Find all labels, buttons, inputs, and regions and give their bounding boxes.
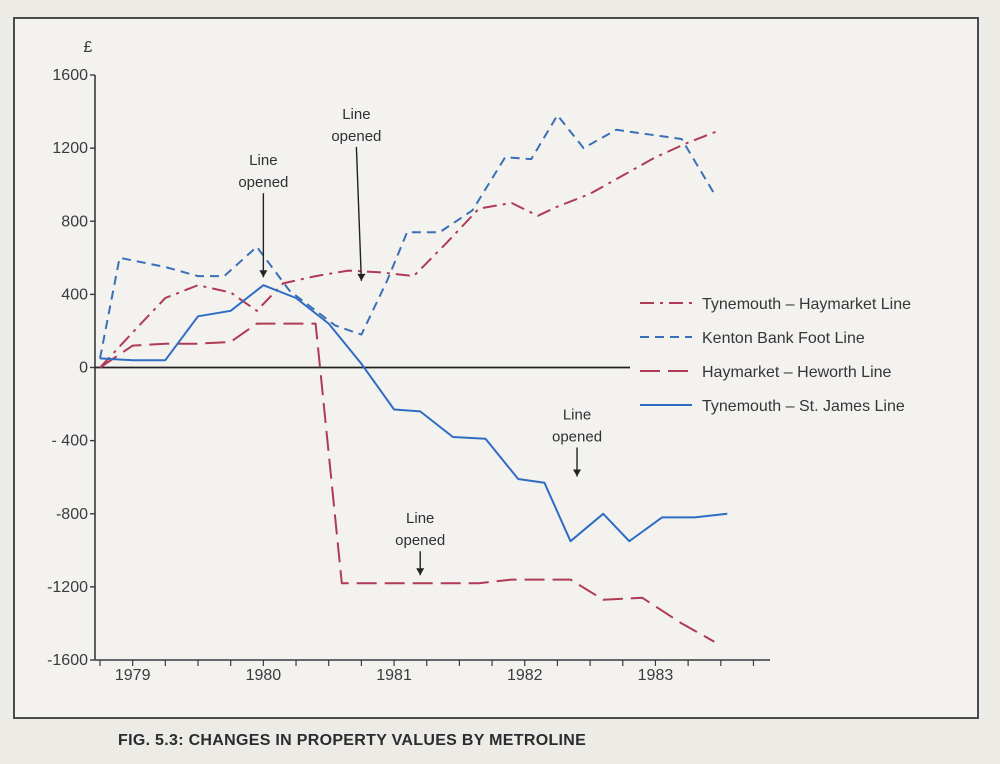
- annotation-label: Line: [563, 407, 591, 424]
- y-tick-label: 800: [61, 213, 88, 230]
- x-tick-label: 1980: [246, 667, 282, 684]
- annotation-label: Line: [249, 152, 277, 169]
- x-tick-label: 1982: [507, 667, 543, 684]
- y-tick-label: -800: [56, 506, 88, 523]
- y-tick-label: - 400: [52, 433, 89, 450]
- y-tick-label: 1200: [52, 140, 88, 157]
- x-tick-label: 1979: [115, 667, 151, 684]
- annotation-arrowhead: [416, 568, 425, 576]
- legend-label: Tynemouth – Haymarket Line: [702, 296, 911, 313]
- annotation-arrowhead: [259, 270, 268, 278]
- y-tick-label: 0: [79, 360, 88, 377]
- annotation-label: opened: [395, 532, 445, 549]
- annotation-label: opened: [238, 174, 288, 191]
- annotation-label: Line: [342, 106, 370, 123]
- x-tick-label: 1981: [376, 667, 412, 684]
- series-line: [99, 284, 728, 543]
- annotation-arrowhead: [357, 273, 366, 281]
- legend-label: Kenton Bank Foot Line: [702, 330, 865, 347]
- annotation-label: opened: [552, 429, 602, 446]
- series-line: [99, 114, 716, 359]
- y-tick-label: -1200: [47, 579, 88, 596]
- y-tick-label: -1600: [47, 652, 88, 669]
- y-tick-label: 1600: [52, 67, 88, 84]
- series-line: [99, 322, 715, 643]
- legend-label: Haymarket – Heworth Line: [702, 364, 892, 381]
- y-axis-unit-label: £: [84, 39, 93, 56]
- x-tick-label: 1983: [638, 667, 674, 684]
- annotation-arrowhead: [573, 469, 582, 477]
- annotation-label: Line: [406, 510, 434, 527]
- annotation-arrow: [355, 146, 363, 281]
- y-tick-label: 400: [61, 286, 88, 303]
- figure-caption: FIG. 5.3: CHANGES IN PROPERTY VALUES BY …: [118, 732, 586, 749]
- legend-label: Tynemouth – St. James Line: [702, 398, 905, 415]
- annotation-label: opened: [331, 128, 381, 145]
